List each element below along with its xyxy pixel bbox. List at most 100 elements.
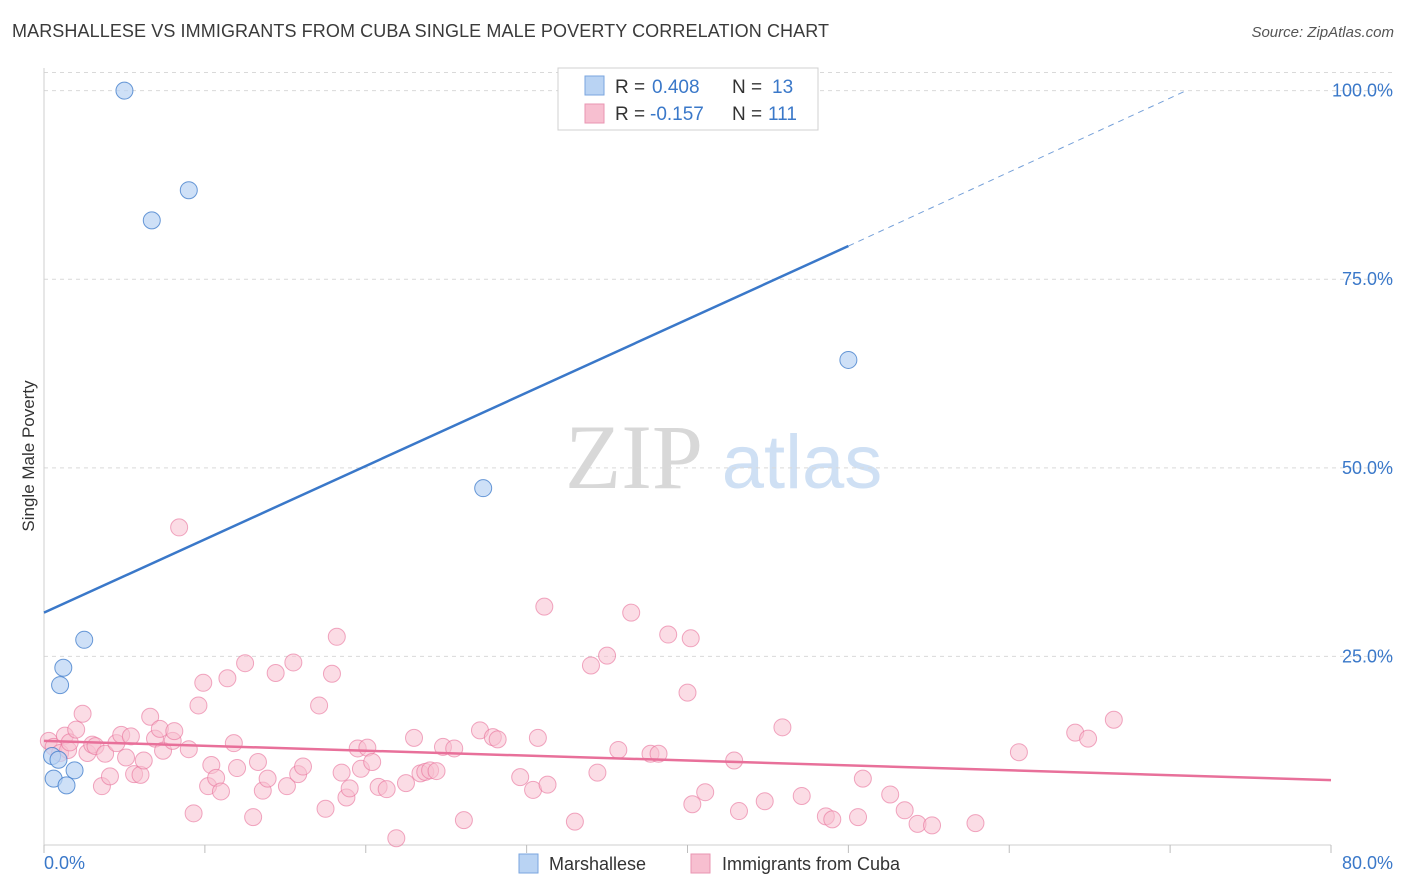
point-cuba <box>565 812 584 831</box>
point-marshallese <box>839 350 858 369</box>
point-cuba <box>488 730 507 749</box>
legend-n-label-2: N = <box>732 104 762 125</box>
x-tick-label-max: 80.0% <box>1342 853 1393 873</box>
point-cuba <box>849 808 868 827</box>
point-cuba <box>248 753 267 772</box>
point-cuba <box>773 718 792 737</box>
legend-r-value-1: 0.408 <box>652 77 700 98</box>
point-cuba <box>581 656 600 675</box>
point-cuba <box>588 763 607 782</box>
point-cuba <box>923 816 942 835</box>
point-marshallese <box>474 479 493 498</box>
legend-r-value-2: -0.157 <box>650 104 704 125</box>
point-cuba <box>823 810 842 829</box>
point-marshallese <box>51 676 70 695</box>
point-cuba <box>258 769 277 788</box>
y-tick-label: 100.0% <box>1332 81 1393 101</box>
legend-n-value-1: 13 <box>772 77 793 98</box>
point-cuba <box>121 727 140 746</box>
legend-r-label-1: R = <box>615 77 645 98</box>
point-cuba <box>853 769 872 788</box>
point-cuba <box>528 728 547 747</box>
point-cuba <box>454 811 473 830</box>
point-cuba <box>322 664 341 683</box>
series-immigrants-from-cuba <box>39 518 1123 848</box>
x-tick-label-min: 0.0% <box>44 853 85 873</box>
legend-bottom-swatch-marshallese <box>518 853 539 874</box>
point-cuba <box>189 696 208 715</box>
legend-bottom-label-cuba: Immigrants from Cuba <box>722 854 901 874</box>
point-cuba <box>598 646 617 665</box>
y-axis-label: Single Male Poverty <box>19 380 38 532</box>
trend-cuba <box>43 739 1332 782</box>
point-cuba <box>266 664 285 683</box>
watermark-atlas: atlas <box>722 420 883 505</box>
legend-bottom-swatch-cuba <box>690 853 711 874</box>
point-cuba <box>538 775 557 794</box>
point-cuba <box>696 783 715 802</box>
point-cuba <box>755 792 774 811</box>
point-marshallese <box>142 211 161 230</box>
legend-n-value-2: 111 <box>768 104 797 125</box>
point-marshallese <box>54 658 73 677</box>
point-cuba <box>1104 710 1123 729</box>
point-cuba <box>511 768 530 787</box>
y-tick-label: 50.0% <box>1342 458 1393 478</box>
legend-series: Marshallese Immigrants from Cuba <box>518 853 901 874</box>
point-cuba <box>681 629 700 648</box>
point-cuba <box>236 654 255 673</box>
point-cuba <box>96 744 115 763</box>
point-cuba <box>881 785 900 804</box>
legend-swatch-cuba <box>584 103 605 124</box>
point-cuba <box>895 801 914 820</box>
legend-r-label-2: R = <box>615 104 645 125</box>
series-marshallese <box>43 81 858 795</box>
point-cuba <box>332 763 351 782</box>
point-cuba <box>310 696 329 715</box>
point-cuba <box>316 799 335 818</box>
point-cuba <box>184 804 203 823</box>
point-cuba <box>427 762 446 781</box>
y-tick-label: 25.0% <box>1342 646 1393 666</box>
point-cuba <box>678 683 697 702</box>
point-cuba <box>327 627 346 646</box>
point-cuba <box>165 722 184 741</box>
point-cuba <box>244 808 263 827</box>
point-marshallese <box>49 750 68 769</box>
point-cuba <box>67 720 86 739</box>
trend-lines <box>43 90 1332 782</box>
x-ticks <box>43 845 1332 853</box>
point-cuba <box>179 740 198 759</box>
point-cuba <box>224 734 243 753</box>
point-cuba <box>683 795 702 814</box>
point-cuba <box>363 753 382 772</box>
legend-n-label-1: N = <box>732 77 762 98</box>
chart-title: MARSHALLESE VS IMMIGRANTS FROM CUBA SING… <box>12 21 830 41</box>
point-cuba <box>659 625 678 644</box>
source-label: Source: ZipAtlas.com <box>1251 24 1394 41</box>
point-cuba <box>649 744 668 763</box>
point-cuba <box>1079 729 1098 748</box>
trend-marshallese <box>43 244 849 614</box>
point-cuba <box>387 829 406 848</box>
point-marshallese <box>65 761 84 780</box>
point-cuba <box>294 757 313 776</box>
legend-stats: R = 0.408 N = 13 R = -0.157 N = 111 <box>557 67 819 131</box>
point-cuba <box>134 751 153 770</box>
point-cuba <box>284 653 303 672</box>
point-cuba <box>377 780 396 799</box>
watermark: ZIP atlas <box>565 406 882 508</box>
point-marshallese <box>75 630 94 649</box>
point-cuba <box>211 782 230 801</box>
point-cuba <box>117 748 136 767</box>
grid-lines <box>44 72 1393 657</box>
point-marshallese <box>57 776 76 795</box>
point-cuba <box>170 518 189 537</box>
point-cuba <box>218 669 237 688</box>
point-cuba <box>228 759 247 778</box>
point-cuba <box>340 779 359 798</box>
y-tick-label: 75.0% <box>1342 269 1393 289</box>
trend-marshallese-extension <box>848 90 1187 247</box>
point-cuba <box>966 814 985 833</box>
